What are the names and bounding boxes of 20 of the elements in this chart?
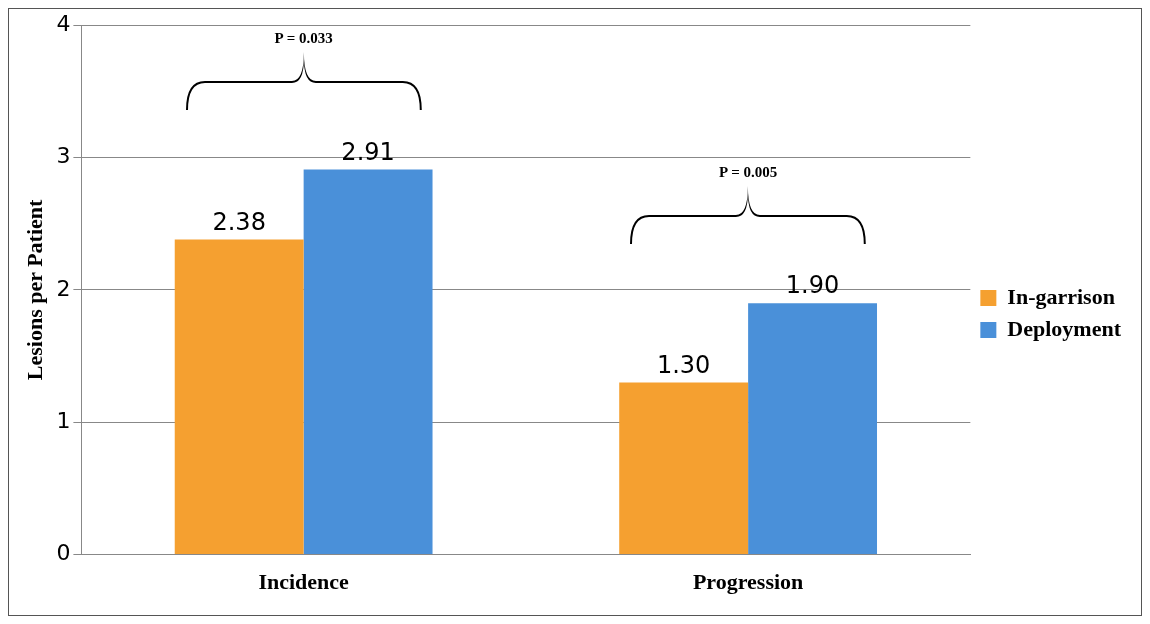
bar <box>619 382 749 555</box>
annotation: P = 0.033 <box>274 30 333 47</box>
data-label: 2.91 <box>341 137 395 166</box>
data-label: 2.38 <box>212 207 266 236</box>
data-label: 1.30 <box>656 350 711 379</box>
data-label: 1.90 <box>785 271 840 300</box>
bar <box>303 169 433 555</box>
y-tick-label: 0 <box>56 540 71 566</box>
y-axis-title: Lesions per Patient <box>21 198 47 381</box>
legend-label: In-garrison <box>1007 283 1115 309</box>
x-tick-label: Incidence <box>258 569 350 595</box>
y-tick-label: 1 <box>56 407 71 433</box>
bar <box>174 239 304 555</box>
y-tick-label: 2 <box>56 275 71 301</box>
bar <box>748 303 878 555</box>
legend-label: Deployment <box>1007 315 1122 341</box>
y-tick-label: 4 <box>56 10 71 36</box>
y-tick-label: 3 <box>56 143 71 169</box>
x-tick-label: Progression <box>692 569 804 595</box>
annotation: P = 0.005 <box>719 164 778 181</box>
